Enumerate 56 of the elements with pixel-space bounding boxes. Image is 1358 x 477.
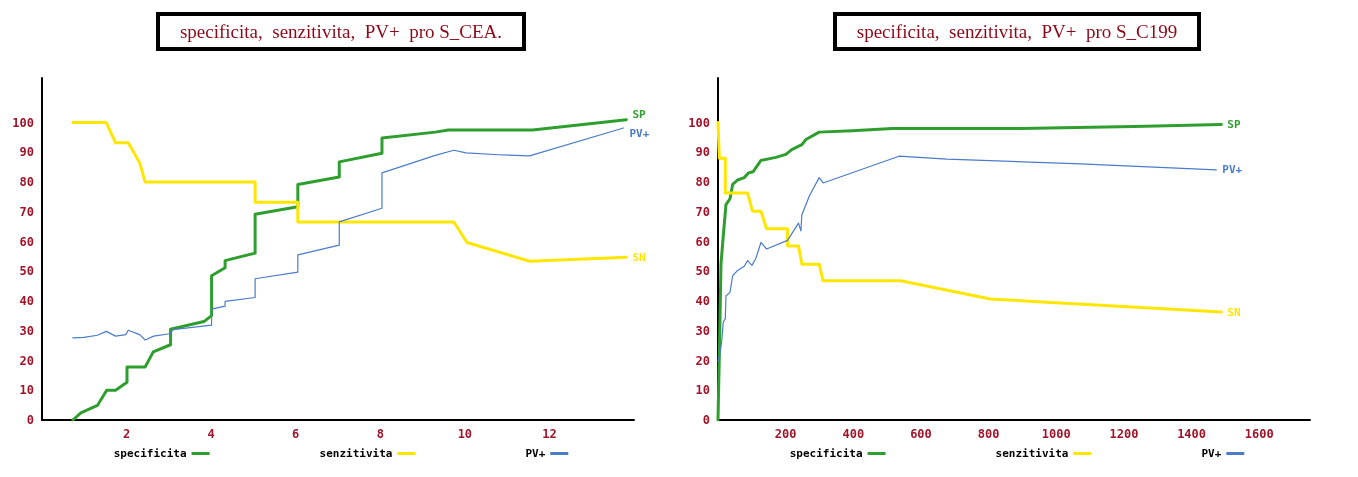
line-series	[717, 155, 1217, 362]
y-tick-label: 30	[695, 323, 710, 338]
x-tick-label: 600	[910, 427, 932, 441]
chart-title: specificita, senzitivita, PV+ pro S_CEA.	[179, 21, 503, 42]
chart-title: specificita, senzitivita, PV+ pro S_C199	[856, 21, 1178, 42]
y-tick-label: 100	[12, 115, 34, 130]
line-series	[71, 118, 628, 422]
annotation: SN	[1227, 305, 1241, 319]
y-tick-label: 80	[695, 175, 710, 190]
x-tick-label: 1600	[1244, 427, 1274, 441]
y-tick-label: 40	[19, 294, 34, 309]
annotation: SP	[1227, 117, 1241, 131]
y-tick-label: 50	[19, 264, 34, 279]
y-tick-label: 70	[695, 204, 710, 219]
x-tick-label: 1400	[1177, 427, 1207, 441]
x-tick-label: 200	[774, 427, 797, 441]
y-tick-label: 90	[695, 145, 710, 160]
y-tick-label: 30	[19, 323, 34, 338]
y-tick-label: 60	[695, 234, 710, 249]
line-series	[71, 121, 628, 263]
x-tick-label: 800	[977, 427, 1000, 441]
y-tick-label: 70	[19, 204, 34, 219]
y-tick-label: 10	[19, 383, 34, 398]
y-tick-label: 40	[695, 294, 710, 309]
y-tick-label: 90	[19, 145, 34, 160]
y-tick-label: 0	[26, 413, 34, 427]
y-tick-label: 10	[695, 383, 710, 398]
legend-label: PV+	[1201, 447, 1222, 460]
x-tick-label: 6	[292, 427, 300, 441]
y-tick-label: 20	[695, 353, 710, 368]
x-tick-label: 8	[376, 427, 384, 441]
annotation: SP	[632, 107, 647, 121]
legend-label: specificita	[113, 447, 187, 460]
x-tick-label: 10	[457, 427, 473, 441]
annotation: PV+	[629, 126, 650, 140]
legend-label: PV+	[525, 447, 546, 460]
x-tick-label: 4	[207, 427, 215, 441]
y-tick-label: 20	[19, 353, 34, 368]
line-series	[716, 121, 1223, 314]
x-tick-label: 12	[542, 427, 557, 441]
y-tick-label: 60	[19, 234, 34, 249]
line-series	[716, 122, 1223, 422]
line-series	[72, 127, 625, 341]
legend-label: senzitivita	[319, 447, 393, 460]
annotation: SN	[632, 250, 646, 264]
x-tick-label: 400	[842, 427, 865, 441]
legend-label: senzitivita	[995, 447, 1069, 460]
y-tick-label: 50	[695, 264, 710, 279]
x-tick-label: 1200	[1109, 427, 1139, 441]
y-tick-label: 0	[702, 413, 710, 427]
y-tick-label: 100	[688, 115, 710, 130]
annotation: PV+	[1222, 163, 1243, 177]
y-tick-label: 80	[19, 175, 34, 190]
legend-label: specificita	[789, 447, 863, 460]
x-tick-label: 2	[122, 427, 131, 441]
x-tick-label: 1000	[1041, 427, 1071, 441]
